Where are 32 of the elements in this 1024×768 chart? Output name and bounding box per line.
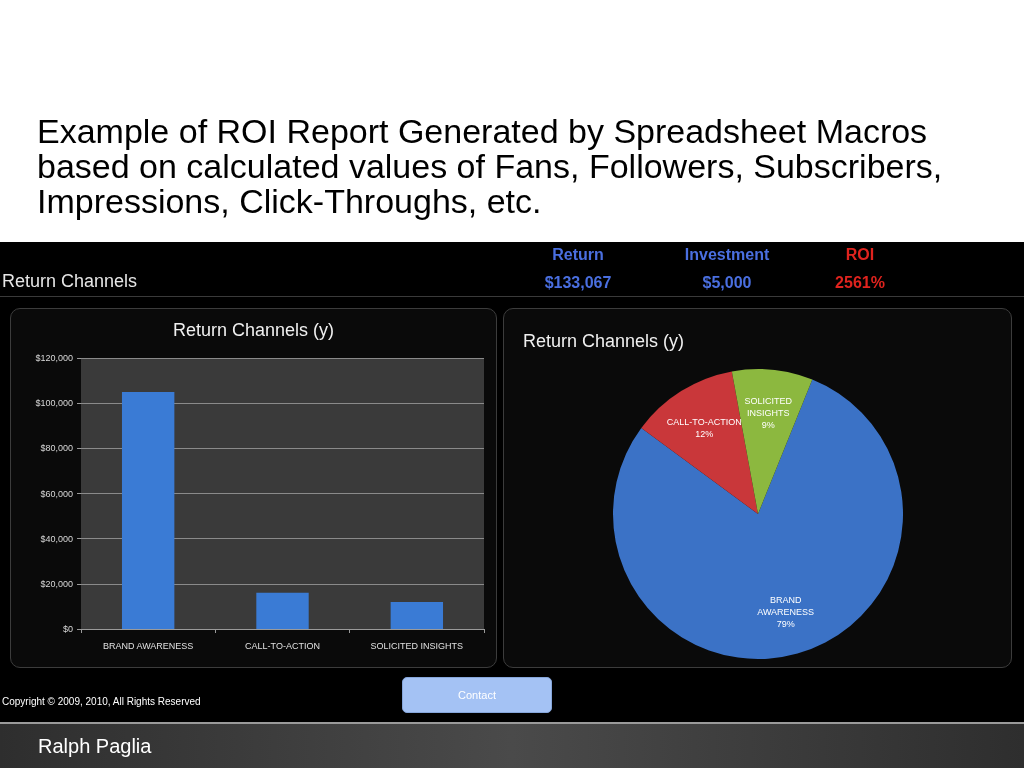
text: Return Channels [2,271,138,292]
x-tick-label: BRAND AWARENESS [102,640,194,651]
text: Return [551,246,605,264]
slice-label: CALL-TO-ACTION [666,416,742,427]
text: Contact [402,677,552,713]
y-tick-label: $120,000 [35,353,73,363]
bar [121,391,175,629]
y-tick-label: $40,000 [40,533,73,544]
slice-label: SOLICITED INSIGHTS [744,396,793,419]
text: $5,000 [701,274,753,292]
data-label: 79% [776,618,795,629]
text: Investment [683,246,771,264]
data-label: 12% [695,428,714,439]
data-label: 9% [761,420,775,431]
text: Example of ROI Report Generated by Spreadsheet Macros based on calculated values of Fans, Followers, Subscribers, Impressions, Click-Throughs, etc. [37,112,944,220]
y-tick-label: $20,000 [40,578,73,589]
y-tick-label: $100,000 [35,398,73,409]
text: Copyright © 2009, 2010, All Rights Reserved [2,696,201,707]
y-tick-label: $60,000 [40,488,73,499]
bar [390,601,444,629]
text: $133,067 [543,274,613,292]
text: ROI [844,246,876,264]
y-tick-label: $0 [62,624,73,634]
text: Ralph Paglia [38,735,152,758]
chart-title: Return Channels (y) [172,320,335,340]
bar [256,592,309,629]
slice-label: BRAND AWARENESS [757,594,815,617]
chart-title: Return Channels (y) [523,331,685,351]
x-tick-label: SOLICITED INSIGHTS [370,640,464,651]
y-tick-label: $80,000 [40,443,73,454]
text: 2561% [834,274,886,292]
x-tick-label: CALL-TO-ACTION [245,640,320,651]
